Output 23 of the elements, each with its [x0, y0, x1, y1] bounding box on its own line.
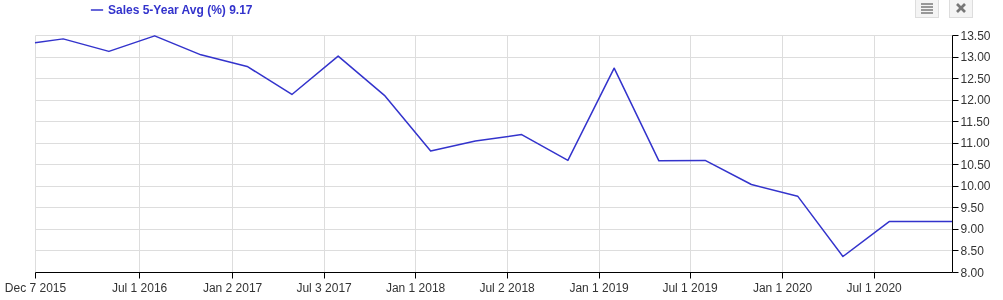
x-tick-label: Jul 1 2019 [662, 280, 719, 295]
y-tick-label: 10.00 [960, 179, 991, 194]
x-tick-label: Dec 7 2015 [4, 280, 67, 295]
y-tick-label: 11.50 [960, 114, 990, 129]
x-tick-label: Jul 1 2020 [846, 280, 903, 295]
x-tick-label: Jul 3 2017 [296, 280, 353, 295]
y-tick-label: 13.50 [960, 28, 991, 43]
y-tick-label: 11.00 [960, 136, 990, 151]
y-tick-label: 12.50 [960, 71, 991, 86]
x-tick-label: Jan 1 2020 [752, 280, 813, 295]
y-tick-label: 8.50 [960, 243, 985, 258]
y-tick-label: 9.50 [960, 200, 985, 215]
y-tick-label: 13.00 [960, 50, 991, 65]
x-tick-label: Jan 1 2018 [385, 280, 446, 295]
y-tick-label: 12.00 [960, 93, 991, 108]
x-tick-label: Jul 2 2018 [479, 280, 536, 295]
x-tick-label: Jan 1 2019 [569, 280, 630, 295]
y-tick-label: 9.00 [960, 222, 985, 237]
x-tick-label: Jul 1 2016 [111, 280, 168, 295]
legend-label: Sales 5-Year Avg (%) 9.17 [108, 3, 253, 17]
x-tick-label: Jan 2 2017 [202, 280, 263, 295]
y-tick-label: 10.50 [960, 157, 991, 172]
y-tick-label: 8.00 [960, 265, 985, 280]
